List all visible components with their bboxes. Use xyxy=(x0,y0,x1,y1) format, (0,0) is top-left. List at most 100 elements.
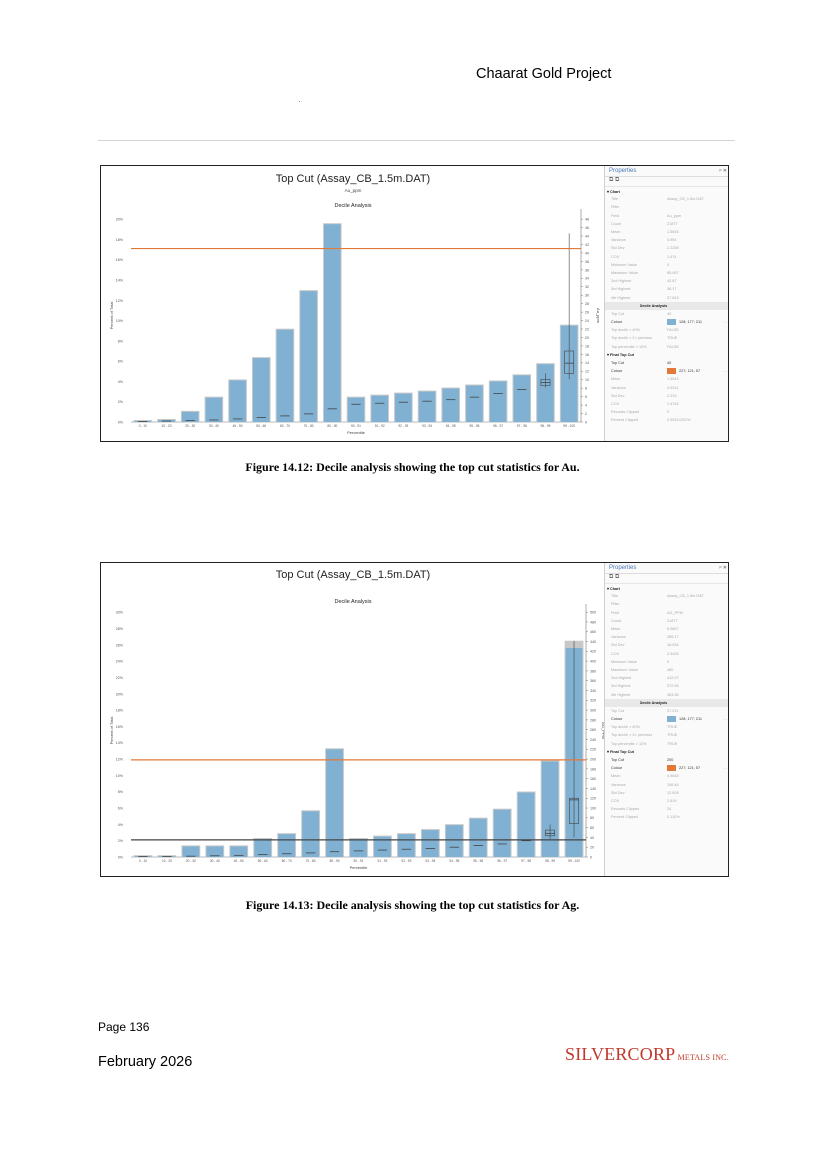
property-key: Filter xyxy=(611,602,620,607)
property-row[interactable]: COV 3.3426 xyxy=(605,650,728,658)
property-value: FALSE xyxy=(667,344,679,349)
property-value: 40 xyxy=(667,311,672,316)
pin-close-icon[interactable]: ᵖ ✕ xyxy=(719,168,727,174)
property-row[interactable]: Colour 227; 121; 57… xyxy=(605,764,728,772)
property-row[interactable]: Colour 227; 121; 57… xyxy=(605,367,728,375)
property-row[interactable]: COV 1.474 xyxy=(605,253,728,261)
right-tick-label: 200 xyxy=(590,757,596,761)
property-row[interactable]: ▾ Final Top Cut xyxy=(605,748,728,756)
property-key: Mean xyxy=(611,230,621,235)
property-row[interactable]: Filter xyxy=(605,203,728,211)
property-row[interactable]: Top percentile > 10% TRUE xyxy=(605,740,728,748)
property-row[interactable]: Colour 128; 177; 211… xyxy=(605,715,728,723)
property-row[interactable]: Maximum Value 85.067 xyxy=(605,269,728,277)
ellipsis-icon[interactable]: … xyxy=(723,717,727,722)
property-row[interactable]: Decile Analysis xyxy=(605,698,728,707)
properties-toolbar[interactable]: ⧉ ⧉ xyxy=(605,574,728,584)
property-row[interactable]: Mean 1.5643 xyxy=(605,375,728,383)
property-value: 128; 177; 211… xyxy=(667,319,728,326)
property-row[interactable]: Count 21877 xyxy=(605,617,728,625)
property-row[interactable]: Std Dev 2.2258 xyxy=(605,244,728,252)
colour-swatch[interactable] xyxy=(667,319,676,326)
colour-swatch[interactable] xyxy=(667,368,676,375)
colour-swatch[interactable] xyxy=(667,765,676,772)
property-row[interactable]: COV 1.4745 xyxy=(605,400,728,408)
decile-bar xyxy=(206,846,224,857)
properties-toolbar[interactable]: ⧉ ⧉ xyxy=(605,177,728,187)
x-tick-label: 90 - 91 xyxy=(351,424,361,428)
property-row[interactable]: Field Au_ppm xyxy=(605,212,728,220)
property-row[interactable]: Variance 4.9241 xyxy=(605,384,728,392)
property-key: Variance xyxy=(611,782,626,787)
property-row[interactable]: Field AG_PPM xyxy=(605,609,728,617)
property-row[interactable]: Top Cut 200 xyxy=(605,756,728,764)
property-row[interactable]: Count 21877 xyxy=(605,220,728,228)
x-tick-label: 97 - 98 xyxy=(521,859,531,863)
property-row[interactable]: Mean 5.0657 xyxy=(605,625,728,633)
property-row[interactable]: Minimum Value 0 xyxy=(605,658,728,666)
chart-title: Top Cut (Assay_CB_1.5m.DAT) xyxy=(276,569,430,581)
property-row[interactable]: Mean 1.5645 xyxy=(605,228,728,236)
property-row[interactable]: Percent Clipped 0.110% xyxy=(605,813,728,821)
properties-header: Properties ᵖ ✕ xyxy=(605,166,728,177)
property-key: Decile Analysis xyxy=(639,700,668,705)
property-value: 0 xyxy=(667,659,670,664)
property-row[interactable]: 3rd Highest 38.17 xyxy=(605,285,728,293)
property-row[interactable]: Records Clipped 2 xyxy=(605,408,728,416)
property-row[interactable]: Top Cut 40 xyxy=(605,359,728,367)
property-row[interactable]: Std Dev 12.508 xyxy=(605,789,728,797)
decile-bar xyxy=(398,834,415,857)
colour-swatch[interactable] xyxy=(667,716,676,723)
property-row[interactable]: ▾ Chart xyxy=(605,584,728,592)
property-row[interactable]: Mean 4.9648 xyxy=(605,772,728,780)
property-row[interactable]: Top decile > 2× previous TRUE xyxy=(605,731,728,739)
property-row[interactable]: Filter xyxy=(605,600,728,608)
property-row[interactable]: Top decile > 2× previous TRUE xyxy=(605,334,728,342)
property-row[interactable]: Top decile > 40% TRUE xyxy=(605,723,728,731)
property-row[interactable]: Variance 4.954 xyxy=(605,236,728,244)
property-value: 0 xyxy=(667,262,670,267)
property-row[interactable]: Variance 285.17 xyxy=(605,633,728,641)
property-row[interactable]: ▾ Chart xyxy=(605,187,728,195)
left-tick-label: 16% xyxy=(116,725,124,729)
decile-analysis-title: Decile Analysis xyxy=(335,599,372,605)
property-row[interactable]: Minimum Value 0 xyxy=(605,261,728,269)
property-row[interactable]: Title Assay_CB_1.5m.DAT xyxy=(605,195,728,203)
property-row[interactable]: Decile Analysis xyxy=(605,301,728,310)
ellipsis-icon[interactable]: … xyxy=(723,369,727,374)
property-row[interactable]: Records Clipped 24 xyxy=(605,805,728,813)
property-row[interactable]: Std Dev 2.219 xyxy=(605,392,728,400)
decile-bar xyxy=(230,846,248,857)
property-row[interactable]: Top Cut 40 xyxy=(605,310,728,318)
property-row[interactable]: 2nd Highest 412.97 xyxy=(605,674,728,682)
x-tick-label: 60 - 70 xyxy=(280,424,290,428)
left-tick-label: 10% xyxy=(116,319,124,323)
property-key: 4th Highest xyxy=(611,295,631,300)
property-row[interactable]: 4th Highest 37.643 xyxy=(605,293,728,301)
property-row[interactable]: Top decile > 40% FALSE xyxy=(605,326,728,334)
property-row[interactable]: Std Dev 16.934 xyxy=(605,641,728,649)
ellipsis-icon[interactable]: … xyxy=(723,320,727,325)
property-value: 285.17 xyxy=(667,635,679,640)
property-row[interactable]: 2nd Highest 42.87 xyxy=(605,277,728,285)
ellipsis-icon[interactable]: … xyxy=(723,766,727,771)
property-key: Count xyxy=(611,221,622,226)
property-row[interactable]: 4th Highest 363.36 xyxy=(605,690,728,698)
property-row[interactable]: Title Assay_CB_1.5m.DAT xyxy=(605,592,728,600)
property-row[interactable]: Top percentile > 10% FALSE xyxy=(605,343,728,351)
property-row[interactable]: Percent Clipped 0.00914202% xyxy=(605,416,728,424)
property-row[interactable]: Colour 128; 177; 211… xyxy=(605,318,728,326)
property-row[interactable]: COV 2.519 xyxy=(605,797,728,805)
property-row[interactable]: Variance 156.46 xyxy=(605,781,728,789)
properties-title: Properties xyxy=(609,565,637,571)
right-tick-label: 26 xyxy=(585,311,589,315)
box-plot xyxy=(569,797,579,824)
property-row[interactable]: 3rd Highest 372.96 xyxy=(605,682,728,690)
property-row[interactable]: Top Cut 37.011 xyxy=(605,707,728,715)
property-row[interactable]: ▾ Final Top Cut xyxy=(605,351,728,359)
right-tick-label: 4 xyxy=(585,403,587,407)
decile-bar xyxy=(421,830,439,857)
pin-close-icon[interactable]: ᵖ ✕ xyxy=(719,565,727,571)
property-row[interactable]: Maximum Value 480 xyxy=(605,666,728,674)
right-tick-label: 42 xyxy=(585,243,589,247)
